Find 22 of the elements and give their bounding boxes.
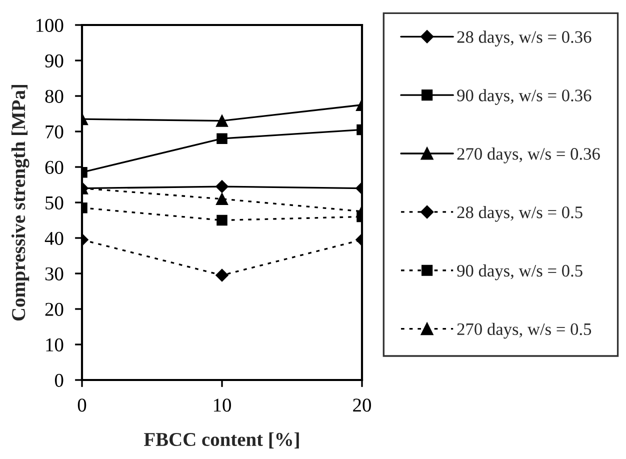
y-tick-label: 40 [44, 232, 64, 245]
legend-label: 28 days, w/s = 0.36 [457, 30, 592, 46]
legend-label: 270 days, w/s = 0.5 [457, 322, 592, 339]
legend-label: 90 days, w/s = 0.5 [457, 264, 582, 280]
y-tick-label: 70 [46, 125, 64, 138]
legend-label: 90 days, w/s = 0.36 [457, 89, 592, 105]
y-tick-label: 50 [46, 196, 64, 210]
x-tick-label: 10 [214, 398, 231, 412]
y-tick-label: 90 [45, 54, 64, 68]
legend-label: 28 days, w/s = 0.5 [457, 206, 582, 222]
y-tick-label: 100 [36, 18, 64, 32]
x-tick-label: 0 [78, 398, 86, 412]
y-tick-label: 60 [45, 160, 64, 174]
y-axis-title: Compressive strength [MPa] [11, 84, 30, 321]
y-tick-label: 80 [45, 90, 64, 103]
legend-label: 270 days, w/s = 0.36 [457, 148, 600, 164]
x-tick-label: 20 [353, 398, 371, 412]
y-tick-label: 0 [54, 374, 64, 387]
y-tick-label: 30 [45, 267, 64, 280]
x-axis-title: FBCC content [%] [144, 432, 299, 448]
y-tick-label: 20 [45, 302, 64, 316]
y-tick-label: 10 [46, 338, 64, 352]
